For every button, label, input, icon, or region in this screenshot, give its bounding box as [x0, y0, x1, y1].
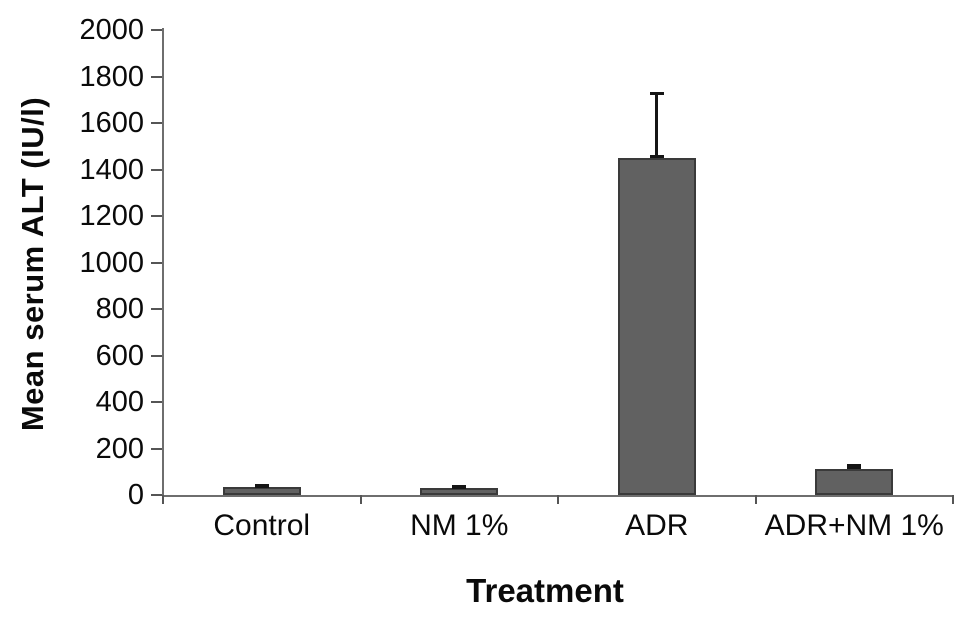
y-tick-mark: [151, 354, 162, 357]
y-tick-label: 2000: [79, 14, 144, 46]
y-tick-label: 200: [95, 432, 144, 465]
error-bar-top-cap: [847, 464, 862, 468]
y-tick-mark: [151, 215, 162, 217]
x-tick-mark: [162, 495, 164, 504]
error-bar-bottom-cap: [452, 485, 467, 489]
x-tick-label-ADR+NM 1%: ADR+NM 1%: [764, 509, 944, 542]
error-bar-bottom-cap: [847, 466, 862, 470]
x-tick-label-Control: Control: [213, 509, 311, 542]
x-tick-label-NM 1%: NM 1%: [410, 509, 509, 542]
y-tick-label: 0: [127, 479, 144, 511]
y-tick-mark: [151, 261, 162, 264]
y-tick-mark: [151, 168, 162, 171]
y-tick-label: 800: [95, 293, 144, 325]
error-bar-top-cap: [649, 91, 664, 95]
y-tick-mark: [151, 401, 162, 403]
x-tick-mark: [754, 495, 757, 504]
y-tick-mark: [151, 122, 162, 124]
y-tick-mark: [151, 494, 162, 496]
x-tick-label-ADR: ADR: [625, 509, 689, 542]
error-bar-bottom-cap: [649, 154, 664, 158]
y-axis-line: [162, 28, 164, 497]
y-tick-label: 1200: [79, 200, 144, 232]
y-tick-label: 1800: [79, 60, 144, 93]
y-tick-label: 1000: [79, 246, 144, 279]
y-tick-mark: [151, 29, 162, 31]
x-axis-title: Treatment: [466, 572, 624, 609]
y-tick-mark: [151, 75, 162, 78]
y-tick-label: 1400: [79, 153, 144, 186]
y-tick-label: 600: [95, 339, 144, 372]
x-tick-mark: [557, 495, 559, 504]
y-tick-label: 1600: [79, 107, 144, 139]
x-tick-mark: [952, 495, 954, 504]
bar-ADR: [617, 157, 696, 495]
y-tick-mark: [151, 447, 162, 450]
y-tick-label: 400: [95, 386, 144, 418]
y-tick-mark: [151, 308, 162, 310]
error-bar-bottom-cap: [254, 483, 269, 487]
bar-ADR+NM 1%: [815, 469, 894, 495]
x-tick-mark: [359, 495, 362, 504]
bar-Control: [222, 486, 301, 495]
error-bar-whisker: [655, 91, 659, 158]
